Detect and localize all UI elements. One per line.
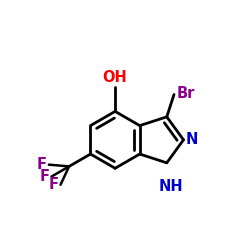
Text: OH: OH	[103, 70, 128, 86]
Text: Br: Br	[176, 86, 195, 101]
Text: N: N	[186, 132, 198, 147]
Text: F: F	[37, 157, 47, 172]
Text: F: F	[48, 177, 58, 192]
Text: F: F	[40, 169, 50, 184]
Text: NH: NH	[159, 179, 183, 194]
